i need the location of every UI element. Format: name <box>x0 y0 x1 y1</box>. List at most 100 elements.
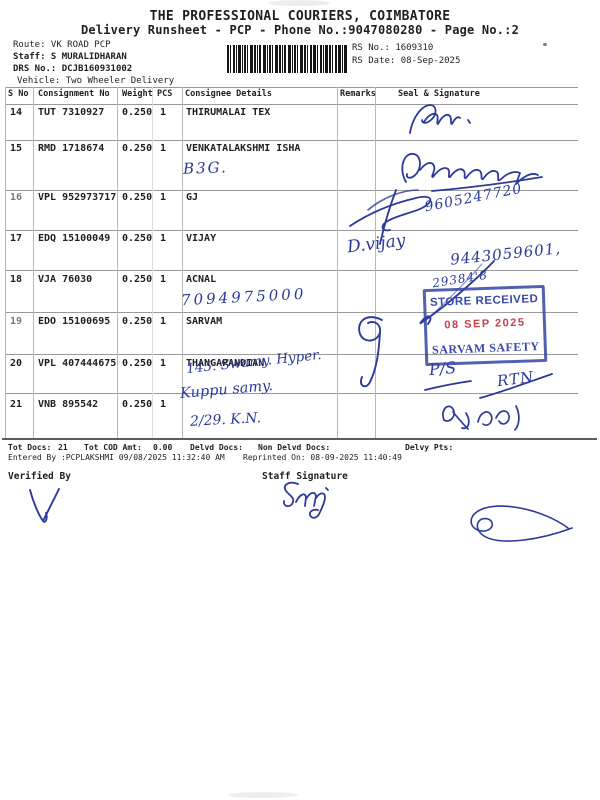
cell-weight: 0.250 <box>122 107 153 118</box>
delvd-docs-label: Delvd Docs: <box>190 443 243 452</box>
cell-sno: 16 <box>10 192 23 203</box>
cell-consignment: RMD 1718674 <box>38 143 105 154</box>
bottom-right-signature <box>470 505 573 542</box>
signature-row21 <box>442 405 520 431</box>
handwriting-row15-note: B3G. <box>182 158 229 178</box>
handwriting-row21-address: 2/29. K.N. <box>189 410 262 430</box>
cell-weight: 0.250 <box>122 143 153 154</box>
barcode <box>227 45 347 73</box>
page-subtitle: Delivery Runsheet - PCP - Phone No.:9047… <box>80 23 520 37</box>
vehicle-field: Vehicle: Two Wheeler Delivery <box>17 76 175 86</box>
table-line <box>152 87 153 438</box>
scan-speck <box>543 43 547 46</box>
scan-smudge-top <box>268 0 330 6</box>
cell-consignment: VJA 76030 <box>38 274 93 285</box>
signature-row19 <box>358 316 383 388</box>
signature-rtn-underline <box>479 373 553 399</box>
stamp-date: 08 SEP 2025 <box>444 316 526 332</box>
rs-no-field: RS No.: 1609310 <box>352 43 434 53</box>
tot-cod-label: Tot COD Amt: <box>84 443 142 452</box>
cell-consignee: THIRUMALAI TEX <box>186 107 271 118</box>
route-field: Route: VK ROAD PCP <box>13 40 111 50</box>
table-line <box>117 87 118 438</box>
table-line <box>5 312 578 313</box>
cell-consignment: VPL 407444675 <box>38 358 117 369</box>
cell-consignment: VNB 895542 <box>38 399 99 410</box>
signature-row14 <box>409 104 471 134</box>
cell-pcs: 1 <box>160 358 167 369</box>
handwriting-row18-phone: 7094975000 <box>180 284 307 310</box>
cell-sno: 18 <box>10 274 23 285</box>
handwriting-row21-name: Kuppu samy. <box>179 377 274 403</box>
cell-consignee: ACNAL <box>186 274 217 285</box>
footer-separator-line <box>2 438 597 440</box>
table-line <box>5 270 578 271</box>
cell-weight: 0.250 <box>122 192 153 203</box>
cell-sno: 20 <box>10 358 23 369</box>
table-line <box>182 87 183 438</box>
cell-weight: 0.250 <box>122 274 153 285</box>
delvy-pts-label: Delvy Pts: <box>405 443 454 452</box>
cell-pcs: 1 <box>160 107 167 118</box>
cell-consignee: THANGAPANDIAN <box>186 358 265 369</box>
tot-cod-value: 0.00 <box>153 443 173 452</box>
table-line <box>5 140 578 141</box>
col-header-remarks: Remarks <box>340 89 376 99</box>
cell-pcs: 1 <box>160 233 167 244</box>
table-line <box>33 87 34 438</box>
stamp-line1: STORE RECEIVED <box>429 293 539 309</box>
entered-by-text: Entered By :PCPLAKSHMI 09/08/2025 11:32:… <box>8 453 225 462</box>
signature-row15 <box>401 153 543 192</box>
drs-no-field: DRS No.: DCJB160931002 <box>13 64 133 74</box>
cell-sno: 19 <box>10 316 23 327</box>
table-line <box>5 104 578 105</box>
cell-consignment: VPL 952973717 <box>38 192 117 203</box>
signature-row16 <box>349 189 432 245</box>
cell-consignment: TUT 7310927 <box>38 107 105 118</box>
col-header-weight: Weight <box>122 89 153 99</box>
table-line <box>337 87 338 438</box>
cell-weight: 0.250 <box>122 399 153 410</box>
col-header-consignment: Consignment No <box>38 89 110 99</box>
reprinted-on-text: Reprinted On: 08-09-2025 11:40:49 <box>243 453 402 462</box>
signature-row18 <box>419 260 495 325</box>
cell-consignee: VENKATALAKSHMI ISHA <box>186 143 301 154</box>
cell-consignment: EDO 15100695 <box>38 316 111 327</box>
cell-pcs: 1 <box>160 143 167 154</box>
table-line <box>5 87 578 88</box>
table-line <box>5 354 578 355</box>
cell-consignment: EDQ 15100049 <box>38 233 111 244</box>
tot-docs-label: Tot Docs: <box>8 443 52 452</box>
stamp-line3: SARVAM SAFETY <box>431 339 540 357</box>
cell-sno: 14 <box>10 107 23 118</box>
table-line <box>375 87 376 438</box>
cell-sno: 15 <box>10 143 23 154</box>
table-line <box>5 190 578 191</box>
tot-docs-value: 21 <box>58 443 68 452</box>
staff-field: Staff: S MURALIDHARAN <box>13 52 127 62</box>
cell-weight: 0.250 <box>122 358 153 369</box>
col-header-consignee: Consignee Details <box>185 89 272 99</box>
cell-weight: 0.250 <box>122 233 153 244</box>
cell-pcs: 1 <box>160 274 167 285</box>
rs-date-field: RS Date: 08-Sep-2025 <box>352 56 461 66</box>
cell-sno: 17 <box>10 233 23 244</box>
staff-signature-scribble <box>283 481 329 519</box>
table-line <box>5 393 578 394</box>
cell-consignee: VIJAY <box>186 233 217 244</box>
col-header-sno: S No <box>8 89 29 99</box>
cell-weight: 0.250 <box>122 316 153 327</box>
cell-pcs: 1 <box>160 192 167 203</box>
cell-sno: 21 <box>10 399 23 410</box>
cell-consignee: SARVAM <box>186 316 223 327</box>
received-stamp: STORE RECEIVED 08 SEP 2025 SARVAM SAFETY <box>422 284 548 367</box>
non-delvd-docs-label: Non Delvd Docs: <box>258 443 331 452</box>
table-line <box>5 87 6 438</box>
signature-ps-underline <box>424 380 472 391</box>
verified-by-checkmark-signature <box>29 488 60 523</box>
scan-smudge-bottom <box>228 792 298 798</box>
cell-consignee: GJ <box>186 192 199 203</box>
col-header-pcs: PCS <box>157 89 173 99</box>
staff-signature-label: Staff Signature <box>262 471 348 482</box>
cell-pcs: 1 <box>160 316 167 327</box>
